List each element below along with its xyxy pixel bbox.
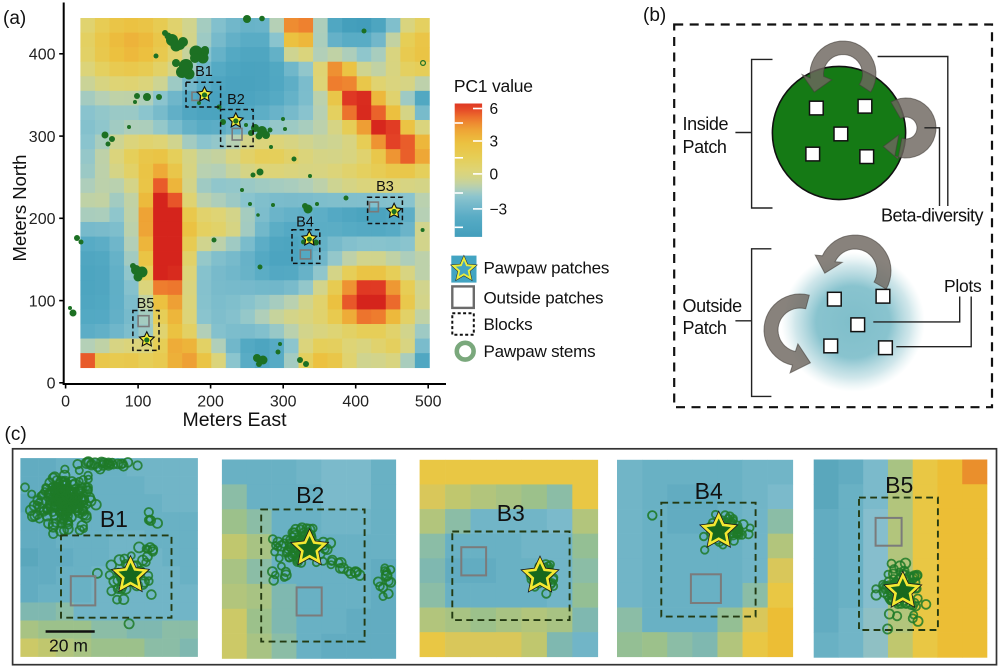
svg-text:Outside patches: Outside patches — [484, 288, 604, 307]
svg-text:0: 0 — [47, 376, 56, 393]
svg-text:B1: B1 — [100, 506, 128, 532]
svg-text:Inside: Inside — [683, 114, 729, 134]
svg-text:100: 100 — [29, 293, 56, 310]
svg-text:Beta-diversity: Beta-diversity — [881, 206, 984, 226]
svg-text:Meters North: Meters North — [9, 155, 30, 262]
svg-text:B3: B3 — [376, 179, 394, 195]
svg-text:Meters East: Meters East — [182, 409, 287, 431]
svg-text:(a): (a) — [3, 8, 26, 29]
svg-text:300: 300 — [29, 129, 56, 146]
svg-text:B2: B2 — [296, 482, 324, 508]
svg-text:400: 400 — [29, 47, 56, 64]
svg-text:−3: −3 — [490, 201, 508, 218]
svg-text:Outside: Outside — [683, 296, 743, 316]
svg-text:Plots: Plots — [944, 276, 982, 296]
svg-text:Patch: Patch — [683, 137, 727, 157]
svg-text:400: 400 — [342, 394, 369, 411]
svg-text:20 m: 20 m — [49, 636, 88, 656]
svg-text:(b): (b) — [643, 5, 666, 26]
svg-text:B4: B4 — [695, 478, 723, 504]
svg-text:B5: B5 — [137, 296, 155, 312]
svg-text:0: 0 — [490, 166, 499, 183]
svg-text:B2: B2 — [227, 92, 245, 108]
svg-text:500: 500 — [415, 394, 442, 411]
svg-text:B1: B1 — [195, 64, 213, 80]
svg-text:Blocks: Blocks — [484, 315, 533, 334]
svg-text:300: 300 — [270, 394, 297, 411]
svg-text:3: 3 — [490, 134, 499, 151]
svg-text:B4: B4 — [296, 215, 314, 231]
svg-text:Pawpaw stems: Pawpaw stems — [484, 342, 596, 361]
svg-text:B5: B5 — [885, 472, 913, 498]
svg-text:PC1 value: PC1 value — [454, 76, 533, 96]
svg-text:100: 100 — [125, 394, 152, 411]
svg-text:Pawpaw patches: Pawpaw patches — [484, 259, 610, 278]
svg-text:B3: B3 — [497, 500, 525, 526]
svg-text:Patch: Patch — [683, 318, 727, 338]
svg-text:6: 6 — [490, 101, 499, 118]
svg-text:200: 200 — [197, 394, 224, 411]
svg-text:0: 0 — [61, 394, 70, 411]
svg-text:(c): (c) — [5, 424, 27, 445]
svg-text:200: 200 — [29, 211, 56, 228]
